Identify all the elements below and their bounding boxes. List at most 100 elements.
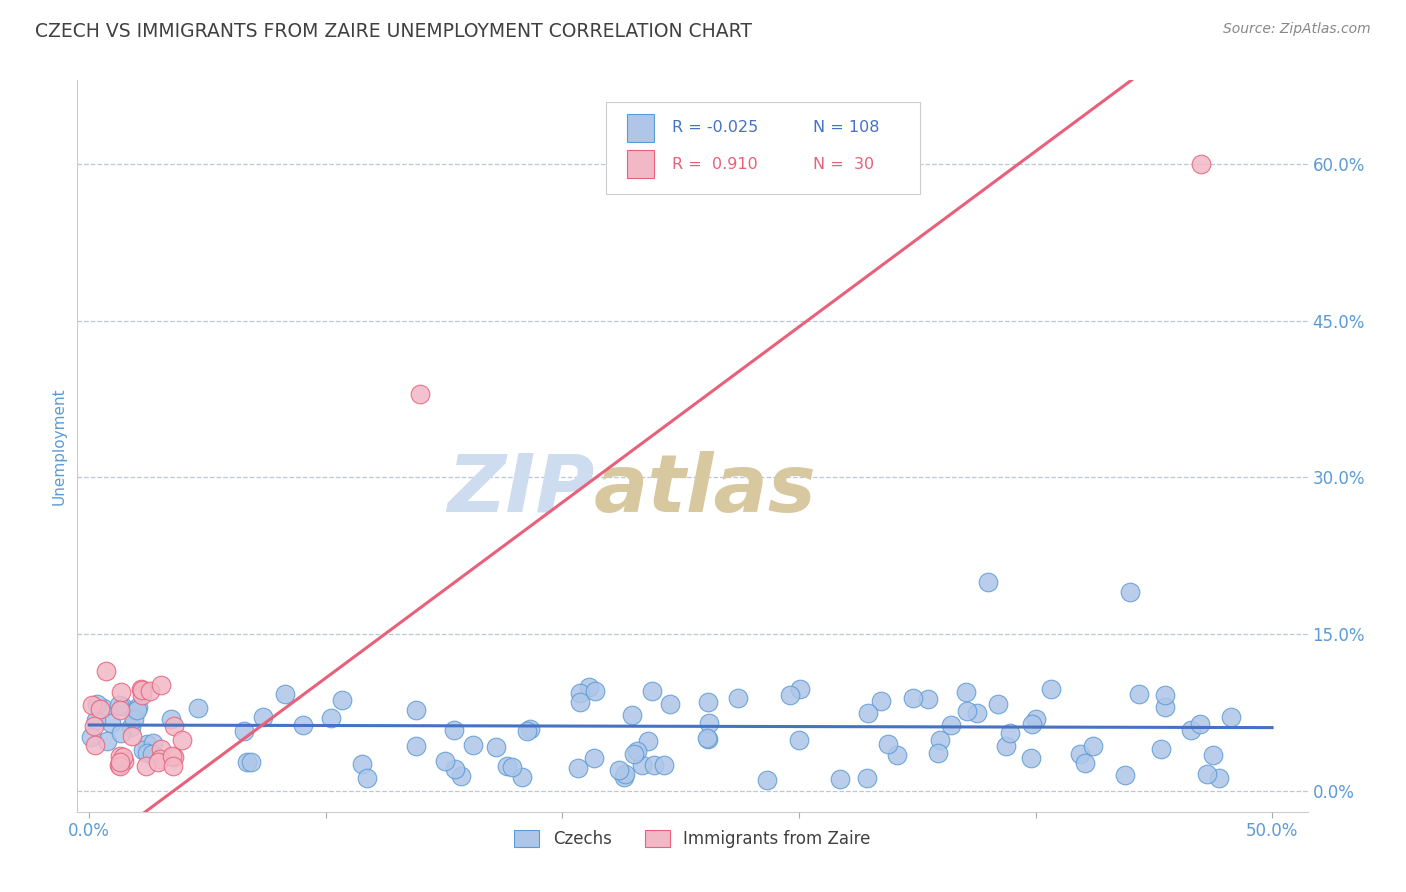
Point	[994, 739, 1017, 753]
Point	[127, 700, 149, 714]
Point	[136, 737, 159, 751]
Point	[1202, 747, 1225, 762]
Point	[787, 733, 810, 747]
Legend: Czechs, Immigrants from Zaire: Czechs, Immigrants from Zaire	[508, 823, 877, 855]
Point	[252, 710, 274, 724]
Point	[127, 703, 149, 717]
Point	[1153, 688, 1175, 702]
Point	[274, 687, 297, 701]
Point	[136, 746, 159, 760]
Point	[623, 747, 645, 762]
Point	[160, 749, 183, 764]
Point	[858, 706, 880, 721]
Point	[83, 738, 105, 752]
Point	[84, 713, 107, 727]
Point	[1197, 766, 1219, 780]
Point	[450, 769, 472, 783]
Point	[643, 757, 665, 772]
Point	[631, 757, 654, 772]
Point	[461, 738, 484, 752]
Y-axis label: Unemployment: Unemployment	[52, 387, 67, 505]
Point	[82, 698, 104, 712]
Point	[121, 720, 143, 734]
Point	[122, 712, 145, 726]
Point	[94, 664, 117, 678]
Point	[1021, 716, 1043, 731]
Point	[86, 697, 108, 711]
Point	[443, 723, 465, 737]
Point	[111, 699, 134, 714]
Point	[409, 386, 432, 401]
Point	[727, 690, 749, 705]
Point	[107, 758, 129, 772]
Point	[321, 711, 343, 725]
Point	[658, 698, 681, 712]
Point	[405, 739, 427, 754]
Point	[1189, 157, 1212, 171]
Point	[697, 731, 720, 746]
Point	[1150, 742, 1173, 756]
Point	[1180, 723, 1202, 738]
Point	[583, 683, 606, 698]
Point	[652, 758, 675, 772]
Point	[696, 695, 718, 709]
Point	[956, 704, 979, 718]
Point	[112, 754, 135, 768]
Point	[1019, 751, 1042, 765]
Point	[110, 726, 132, 740]
Point	[755, 772, 778, 787]
Point	[443, 762, 465, 776]
Text: R =  0.910: R = 0.910	[672, 157, 758, 172]
Text: ZIP: ZIP	[447, 450, 595, 529]
Point	[233, 724, 256, 739]
Point	[131, 688, 153, 702]
Point	[172, 733, 194, 747]
Point	[291, 718, 314, 732]
Point	[1039, 681, 1062, 696]
Text: CZECH VS IMMIGRANTS FROM ZAIRE UNEMPLOYMENT CORRELATION CHART: CZECH VS IMMIGRANTS FROM ZAIRE UNEMPLOYM…	[35, 22, 752, 41]
Text: atlas: atlas	[595, 450, 817, 529]
Point	[568, 696, 591, 710]
Point	[135, 759, 157, 773]
Point	[187, 701, 209, 715]
Point	[91, 700, 114, 714]
Point	[1114, 767, 1136, 781]
Point	[1189, 717, 1212, 731]
Point	[330, 693, 353, 707]
Point	[107, 698, 129, 713]
Point	[149, 742, 172, 756]
Point	[1025, 712, 1047, 726]
Point	[779, 688, 801, 702]
Point	[927, 747, 949, 761]
Point	[96, 734, 118, 748]
Point	[139, 683, 162, 698]
Point	[124, 703, 146, 717]
Point	[519, 722, 541, 736]
Point	[235, 755, 257, 769]
Point	[1069, 747, 1091, 761]
Point	[110, 756, 132, 770]
Point	[1073, 756, 1095, 771]
Point	[637, 734, 659, 748]
Point	[121, 729, 143, 743]
Point	[433, 754, 456, 768]
Point	[110, 685, 132, 699]
Point	[1219, 710, 1241, 724]
FancyBboxPatch shape	[606, 103, 920, 194]
Point	[966, 706, 988, 720]
Point	[132, 743, 155, 757]
Point	[696, 731, 718, 745]
Point	[955, 685, 977, 699]
Point	[510, 770, 533, 784]
Point	[613, 767, 636, 781]
Point	[501, 759, 523, 773]
Point	[80, 731, 103, 745]
Point	[607, 764, 630, 778]
Point	[1128, 687, 1150, 701]
Text: N = 108: N = 108	[813, 120, 880, 136]
Point	[516, 724, 538, 739]
Point	[495, 759, 517, 773]
Point	[1119, 585, 1142, 599]
Point	[240, 756, 263, 770]
Point	[163, 718, 186, 732]
